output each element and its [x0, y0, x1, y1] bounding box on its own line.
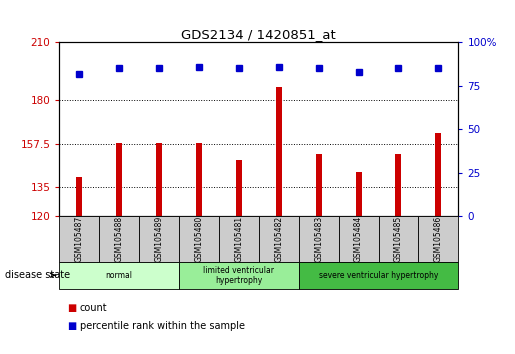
Bar: [259, 216, 299, 262]
Bar: [219, 216, 259, 262]
Text: severe ventricular hypertrophy: severe ventricular hypertrophy: [319, 271, 438, 280]
Bar: [156, 143, 162, 216]
Bar: [316, 154, 322, 216]
Text: GSM105482: GSM105482: [274, 216, 283, 262]
Text: GSM105480: GSM105480: [195, 216, 203, 262]
Text: count: count: [80, 303, 108, 313]
Bar: [418, 216, 458, 262]
Bar: [196, 143, 202, 216]
Bar: [435, 133, 441, 216]
Title: GDS2134 / 1420851_at: GDS2134 / 1420851_at: [181, 28, 336, 41]
Text: GSM105484: GSM105484: [354, 216, 363, 262]
Bar: [299, 262, 458, 289]
Bar: [99, 216, 139, 262]
Bar: [396, 154, 402, 216]
Text: limited ventricular
hypertrophy: limited ventricular hypertrophy: [203, 266, 274, 285]
Bar: [299, 216, 339, 262]
Text: GSM105485: GSM105485: [394, 216, 403, 262]
Text: normal: normal: [106, 271, 132, 280]
Text: disease state: disease state: [5, 270, 70, 280]
Text: GSM105488: GSM105488: [115, 216, 124, 262]
Bar: [179, 216, 219, 262]
Bar: [139, 216, 179, 262]
Text: ■: ■: [67, 321, 76, 331]
Bar: [116, 143, 122, 216]
Text: ■: ■: [67, 303, 76, 313]
Bar: [59, 262, 179, 289]
Bar: [59, 216, 99, 262]
Text: percentile rank within the sample: percentile rank within the sample: [80, 321, 245, 331]
Text: GSM105483: GSM105483: [314, 216, 323, 262]
Bar: [379, 216, 418, 262]
Bar: [339, 216, 379, 262]
Bar: [179, 262, 299, 289]
Text: GSM105486: GSM105486: [434, 216, 443, 262]
Bar: [276, 87, 282, 216]
Bar: [76, 177, 82, 216]
Text: GSM105489: GSM105489: [154, 216, 163, 262]
Text: GSM105487: GSM105487: [75, 216, 83, 262]
Bar: [355, 172, 362, 216]
Text: GSM105481: GSM105481: [234, 216, 243, 262]
Bar: [236, 160, 242, 216]
